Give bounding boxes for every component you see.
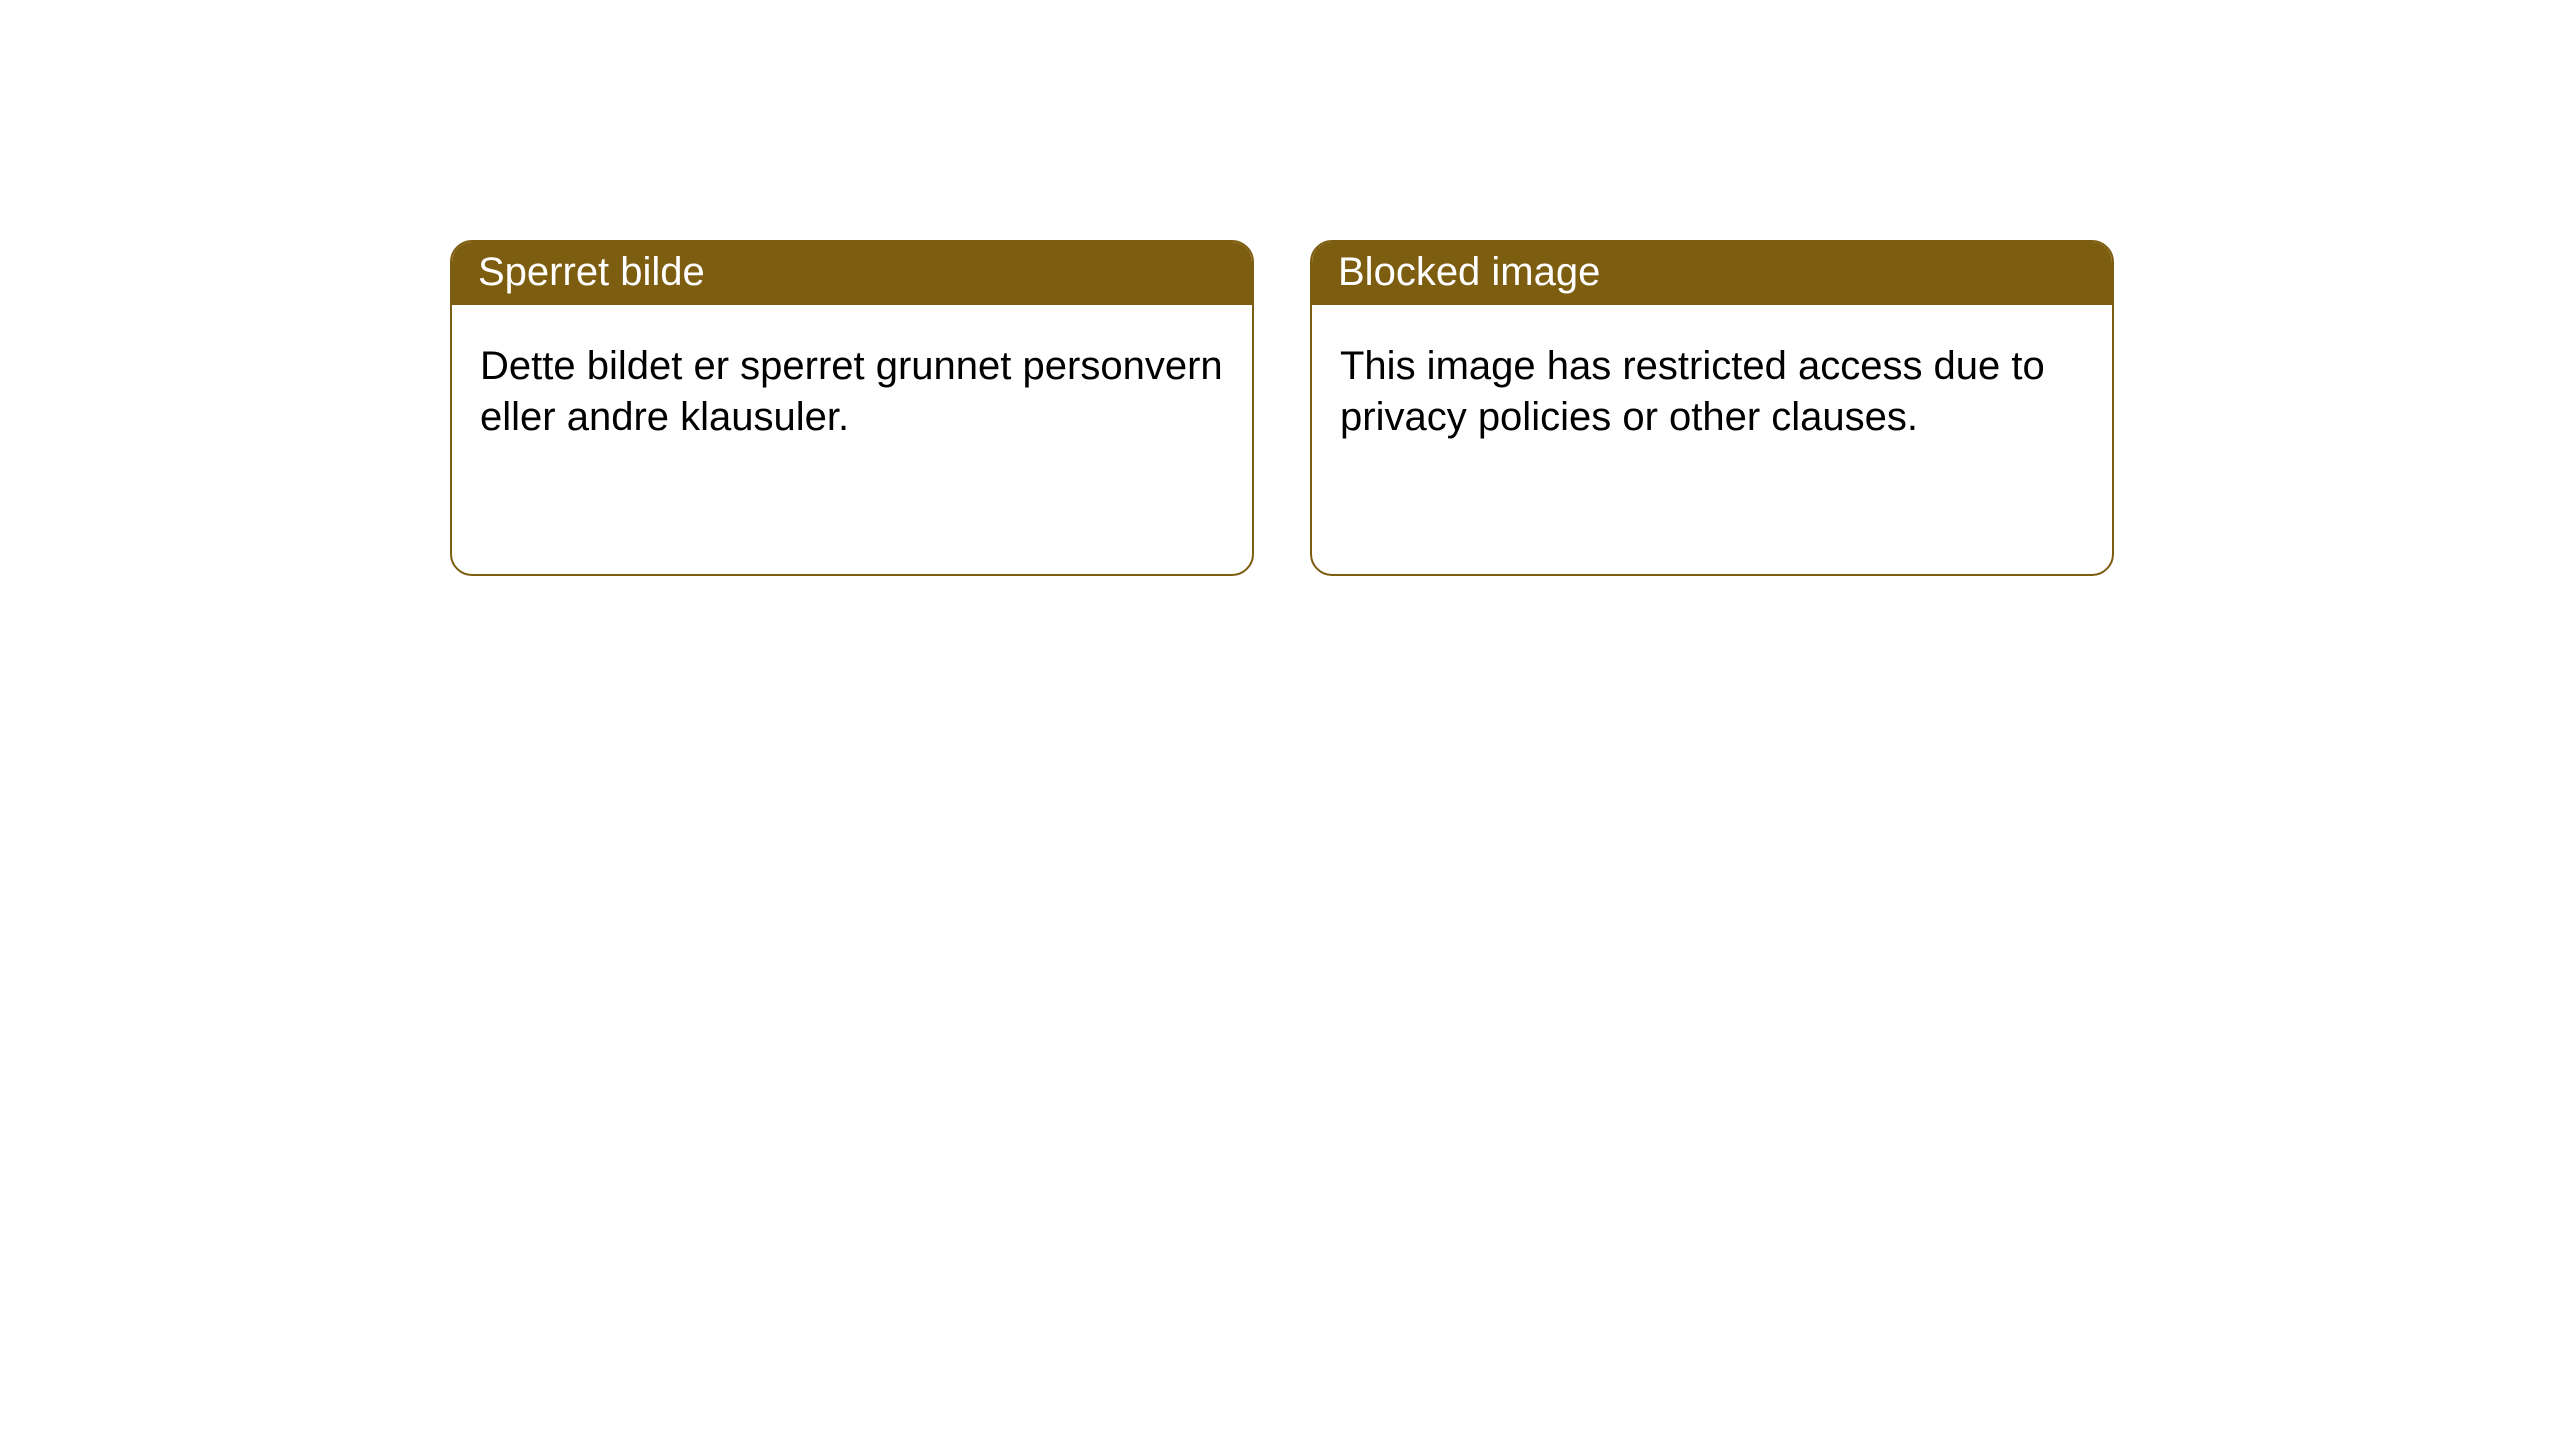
notice-body: Dette bildet er sperret grunnet personve… xyxy=(452,305,1252,479)
notice-card-norwegian: Sperret bilde Dette bildet er sperret gr… xyxy=(450,240,1254,576)
notice-header: Sperret bilde xyxy=(452,242,1252,305)
notice-container: Sperret bilde Dette bildet er sperret gr… xyxy=(0,0,2560,576)
notice-card-english: Blocked image This image has restricted … xyxy=(1310,240,2114,576)
notice-body: This image has restricted access due to … xyxy=(1312,305,2112,479)
notice-header: Blocked image xyxy=(1312,242,2112,305)
